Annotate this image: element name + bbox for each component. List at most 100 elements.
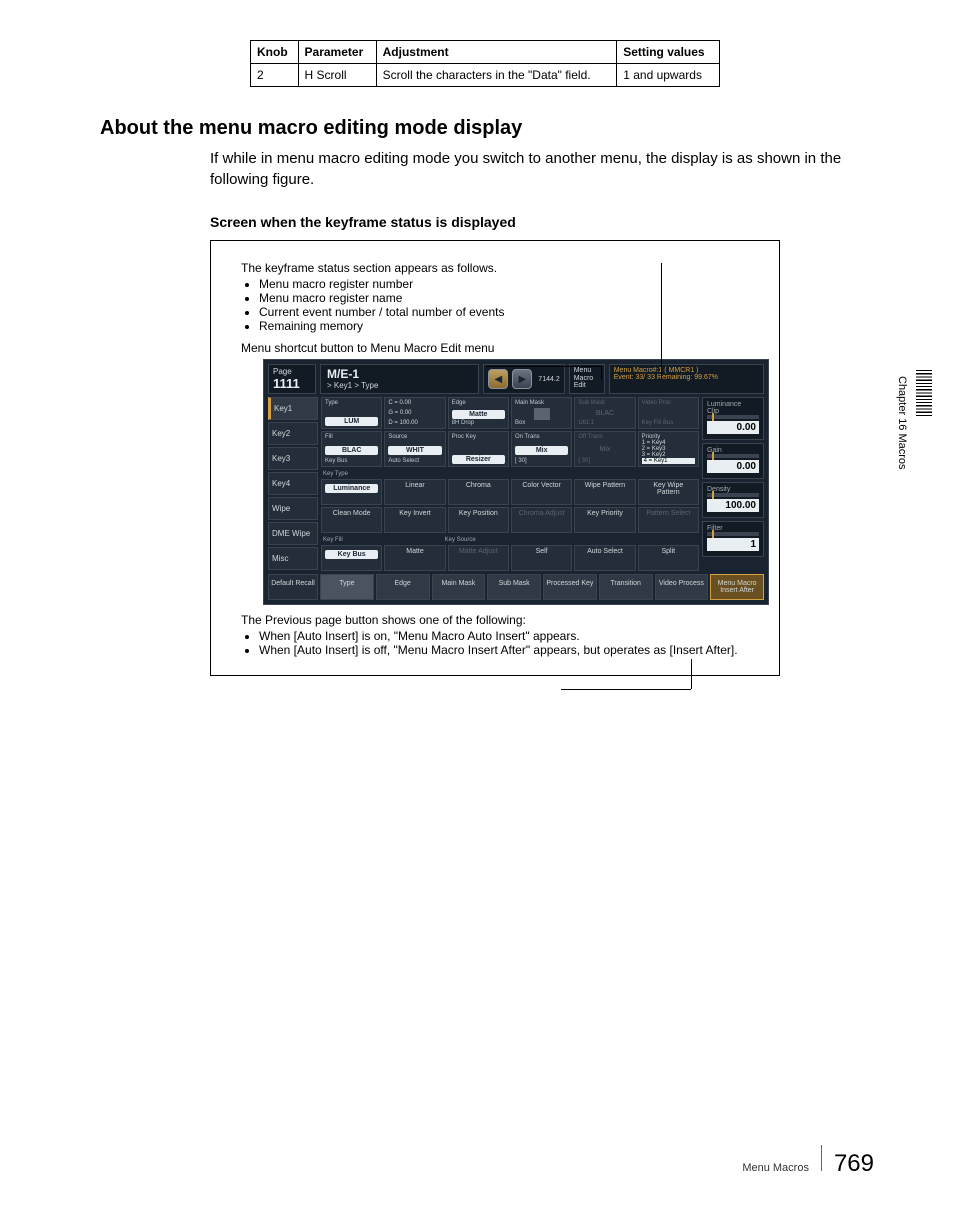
page-box[interactable]: Page 1111	[268, 364, 316, 394]
td-adj: Scroll the characters in the "Data" fiel…	[376, 64, 617, 87]
slider-gain[interactable]: Gain 0.00	[702, 443, 764, 479]
cell-source[interactable]: Source WHIT Auto Select	[384, 431, 445, 467]
cell-keybus[interactable]: Key Bus	[321, 545, 382, 571]
cell-type[interactable]: Type LUM	[321, 397, 382, 429]
breadcrumb: > Key1 > Type	[327, 381, 472, 390]
th-knob: Knob	[251, 41, 299, 64]
subheading: Screen when the keyframe status is displ…	[210, 214, 864, 230]
cell-keypriority[interactable]: Key Priority	[574, 507, 635, 533]
callout-mid: Menu shortcut button to Menu Macro Edit …	[241, 341, 765, 355]
cell-chromaadjust[interactable]: Chroma Adjust	[511, 507, 572, 533]
left-tabs: Key1 Key2 Key3 Key4 Wipe DME Wipe Misc	[268, 397, 318, 571]
btab-submask[interactable]: Sub Mask	[487, 574, 541, 600]
page-label: Page	[273, 367, 311, 376]
cell-fill[interactable]: Fill BLAC Key Bus	[321, 431, 382, 467]
knob-table: Knob Parameter Adjustment Setting values…	[250, 40, 720, 87]
callout-bot-item: When [Auto Insert] is on, "Menu Macro Au…	[259, 629, 765, 643]
cell-edge[interactable]: Edge Matte 8H Drop	[448, 397, 509, 429]
slider-density[interactable]: Density 100.00	[702, 482, 764, 518]
tab-key4[interactable]: Key4	[268, 472, 318, 495]
title: M/E-1	[327, 367, 472, 381]
btab-transition[interactable]: Transition	[599, 574, 653, 600]
tab-key3[interactable]: Key3	[268, 447, 318, 470]
cell-linear[interactable]: Linear	[384, 479, 445, 505]
leader-line	[486, 366, 601, 367]
prev-button[interactable]: ◀	[488, 369, 508, 389]
leader-line	[561, 689, 691, 690]
cell-matte[interactable]: Matte	[384, 545, 445, 571]
nav-number: 7144.2	[538, 376, 559, 383]
intro-text: If while in menu macro editing mode you …	[210, 148, 864, 190]
cell-chroma[interactable]: Chroma	[448, 479, 509, 505]
tab-misc[interactable]: Misc	[268, 547, 318, 570]
leader-line	[691, 659, 692, 689]
slider-bar[interactable]	[707, 532, 759, 536]
nav-area: ◀ ▶ 7144.2	[483, 364, 564, 394]
btab-type[interactable]: Type	[320, 574, 374, 600]
callout-item: Menu macro register name	[259, 291, 765, 305]
leader-line	[601, 366, 602, 379]
btab-mainmask[interactable]: Main Mask	[432, 574, 486, 600]
cell-priority[interactable]: Priority 1 = Key4 2 = Key3 3 = Key2 4 = …	[638, 431, 699, 467]
cell-prockey[interactable]: Proc Key Resizer	[448, 431, 509, 467]
slider-bar[interactable]	[707, 493, 759, 497]
cell-autoselect[interactable]: Auto Select	[574, 545, 635, 571]
btab-videoprocess[interactable]: Video Process	[655, 574, 709, 600]
callout-bot-item: When [Auto Insert] is off, "Menu Macro I…	[259, 643, 765, 657]
slider-panel: Luminance Clip 0.00 Gain 0.00 Density 10…	[702, 397, 764, 571]
footer-section: Menu Macros	[742, 1162, 809, 1174]
cell-mainmask[interactable]: Main Mask Box	[511, 397, 572, 429]
cell-cgd: C = 0.00 G = 0.00 D = 100.00	[384, 397, 445, 429]
callout-item: Menu macro register number	[259, 277, 765, 291]
cell-submask[interactable]: Sub Mask BLAC Utl1:1	[574, 397, 635, 429]
btab-processedkey[interactable]: Processed Key	[543, 574, 597, 600]
status-box: Menu Macro#:1 ( MMCR1 ) Event: 33/ 33 Re…	[609, 364, 764, 394]
menu-macro-insert-button[interactable]: Menu Macro Insert After	[710, 574, 764, 600]
figure-box: The keyframe status section appears as f…	[210, 240, 780, 676]
cell-keywipepattern[interactable]: Key Wipe Pattern	[638, 479, 699, 505]
btab-edge[interactable]: Edge	[376, 574, 430, 600]
chapter-sidetab: Chapter 16 Macros	[894, 370, 910, 476]
keyfill-label: Key Fill	[323, 537, 343, 543]
cell-self[interactable]: Self	[511, 545, 572, 571]
cell-cleanmode[interactable]: Clean Mode	[321, 507, 382, 533]
tab-wipe[interactable]: Wipe	[268, 497, 318, 520]
next-button[interactable]: ▶	[512, 369, 532, 389]
td-setting: 1 and upwards	[617, 64, 720, 87]
tab-key1[interactable]: Key1	[268, 397, 318, 420]
cell-patternselect[interactable]: Pattern Select	[638, 507, 699, 533]
cell-keyinvert[interactable]: Key Invert	[384, 507, 445, 533]
tab-key2[interactable]: Key2	[268, 422, 318, 445]
cell-keyposition[interactable]: Key Position	[448, 507, 509, 533]
status-line1: Menu Macro#:1 ( MMCR1 )	[614, 367, 759, 374]
cell-split[interactable]: Split	[638, 545, 699, 571]
menu-macro-edit-button[interactable]: Menu Macro Edit	[569, 364, 605, 394]
cell-wipepattern[interactable]: Wipe Pattern	[574, 479, 635, 505]
cell-offtrans[interactable]: Off Trans Mix [ 30]	[574, 431, 635, 467]
section-heading: About the menu macro editing mode displa…	[100, 117, 864, 140]
cell-luminance[interactable]: Luminance	[321, 479, 382, 505]
slider-bar[interactable]	[707, 454, 759, 458]
callout-top-lead: The keyframe status section appears as f…	[241, 261, 765, 275]
page-footer: Menu Macros 769	[742, 1145, 874, 1178]
page-number: 1111	[273, 376, 311, 391]
slider-filter[interactable]: Filter 1	[702, 521, 764, 557]
cell-matteadjust[interactable]: Matte Adjust	[448, 545, 509, 571]
cell-videoproc[interactable]: Video Proc Key Fill Bus	[638, 397, 699, 429]
footer-page: 769	[834, 1150, 874, 1178]
cell-ontrans[interactable]: On Trans Mix [ 30]	[511, 431, 572, 467]
key-type-label: Key Type	[323, 471, 699, 477]
td-knob: 2	[251, 64, 299, 87]
callout-bot-lead: The Previous page button shows one of th…	[241, 613, 765, 627]
tab-dmewipe[interactable]: DME Wipe	[268, 522, 318, 545]
cell-colorvector[interactable]: Color Vector	[511, 479, 572, 505]
th-param: Parameter	[298, 41, 376, 64]
leader-line	[661, 263, 662, 379]
thumb-index-icon	[916, 370, 932, 416]
default-recall-button[interactable]: Default Recall	[268, 574, 318, 600]
th-setting: Setting values	[617, 41, 720, 64]
status-line2: Event: 33/ 33 Remaining: 99.67%	[614, 374, 759, 381]
callout-item: Remaining memory	[259, 319, 765, 333]
slider-luminance[interactable]: Luminance Clip 0.00	[702, 397, 764, 440]
slider-bar[interactable]	[707, 415, 759, 419]
